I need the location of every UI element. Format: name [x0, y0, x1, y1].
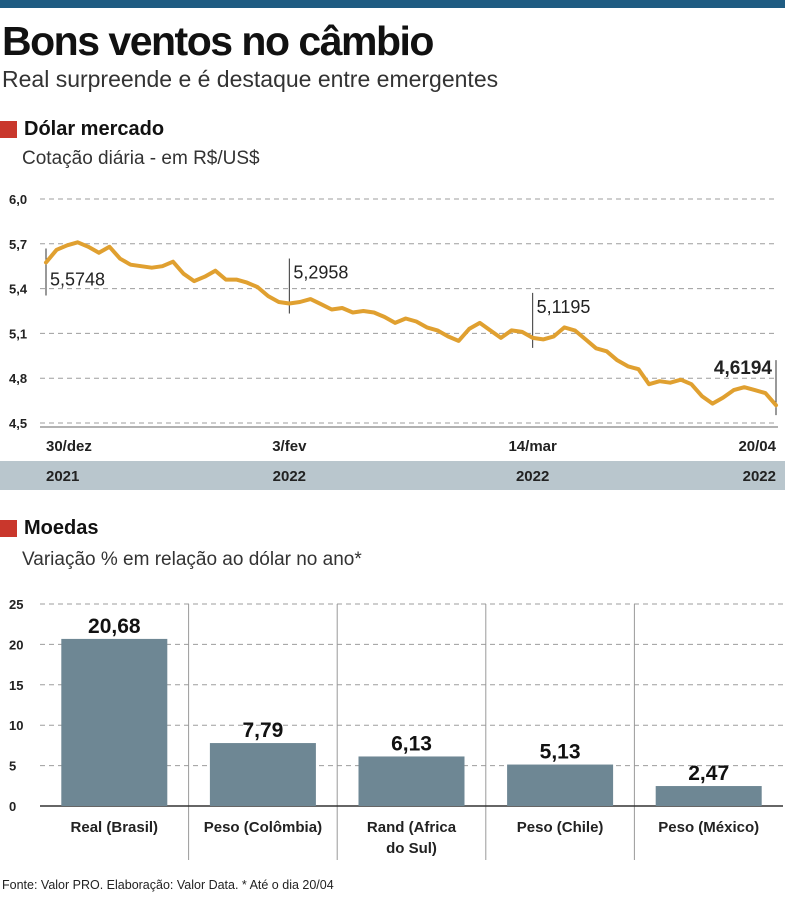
bar [358, 756, 465, 806]
category-label: Peso (Colômbia) [204, 819, 322, 836]
y-tick-label: 20 [9, 637, 23, 652]
dolar-line-chart: 6,0 5,7 5,4 5,1 4,8 4,5 5,5748 5,2958 5,1195 4,61… [0, 192, 785, 490]
bar-value-label: 2,47 [688, 762, 729, 785]
x-date-label: 20/04 [738, 438, 776, 455]
bar-value-label: 20,68 [88, 615, 141, 638]
x-date-label: 30/dez [46, 438, 92, 455]
y-tick-label: 4,5 [9, 416, 27, 431]
category-label: Peso (México) [658, 819, 759, 836]
year-band [0, 461, 785, 490]
page-title: Bons ventos no câmbio [2, 18, 434, 64]
section-subtitle-dolar: Cotação diária - em R$/US$ [22, 148, 260, 169]
category-label: do Sul) [386, 840, 437, 857]
category-label: Peso (Chile) [517, 819, 604, 836]
section-subtitle-moedas: Variação % em relação ao dólar no ano* [22, 549, 362, 570]
y-tick-label: 4,8 [9, 371, 27, 386]
category-label: Rand (Africa [367, 819, 457, 836]
y-tick-label: 25 [9, 597, 23, 612]
bar-value-label: 7,79 [242, 719, 283, 742]
y-tick-label: 15 [9, 678, 23, 693]
x-year-label: 2021 [46, 468, 79, 485]
bar-value-label: 5,13 [540, 741, 581, 764]
annotation-label: 4,6194 [714, 358, 773, 379]
y-tick-label: 6,0 [9, 192, 27, 207]
y-tick-label: 10 [9, 718, 23, 733]
dolar-series-line [44, 240, 778, 408]
annotation-label: 5,2958 [293, 263, 348, 283]
bar [61, 638, 168, 806]
bar [209, 743, 316, 806]
top-accent-bar [0, 0, 785, 8]
bar [655, 786, 762, 806]
source-note: Fonte: Valor PRO. Elaboração: Valor Data… [2, 878, 334, 892]
y-tick-label: 5 [9, 759, 16, 774]
bar-value-label: 6,13 [391, 732, 432, 755]
y-tick-label: 5,4 [9, 282, 28, 297]
section-marker-square [0, 520, 17, 537]
x-year-label: 2022 [273, 468, 306, 485]
section-marker-square [0, 121, 17, 138]
x-date-label: 3/fev [272, 438, 307, 455]
y-tick-label: 0 [9, 799, 16, 814]
section-title-moedas: Moedas [24, 517, 99, 539]
y-tick-label: 5,1 [9, 326, 27, 341]
section-title-dolar: Dólar mercado [24, 118, 165, 140]
page-subtitle: Real surpreende e é destaque entre emerg… [2, 66, 499, 92]
category-label: Real (Brasil) [71, 819, 159, 836]
x-year-label: 2022 [743, 468, 776, 485]
annotation-label: 5,5748 [50, 269, 105, 289]
y-tick-label: 5,7 [9, 237, 27, 252]
moedas-bar-chart: 25 20 15 10 5 0 20,68 Real (Brasil) 7,79 Peso (Co… [9, 597, 783, 860]
x-date-label: 14/mar [508, 438, 557, 455]
x-year-label: 2022 [516, 468, 549, 485]
bar [507, 764, 614, 806]
annotation-label: 5,1195 [537, 297, 591, 317]
